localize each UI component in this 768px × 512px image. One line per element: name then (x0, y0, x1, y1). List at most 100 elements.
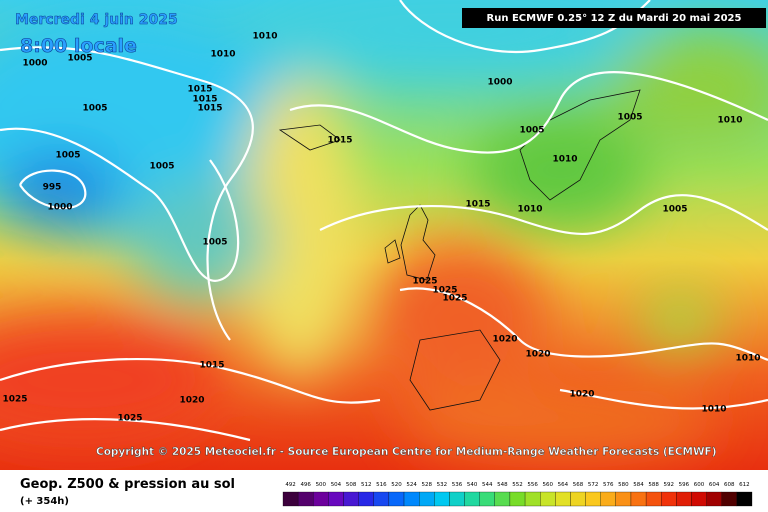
legend-label: 528 (421, 482, 432, 488)
lead-time: (+ 354h) (20, 496, 69, 507)
footer-title: Geop. Z500 & pression au sol (20, 477, 235, 492)
legend-label: 568 (573, 482, 584, 488)
isobar-label: 1010 (701, 405, 726, 415)
legend-label: 608 (724, 482, 735, 488)
legend-label: 512 (361, 482, 372, 488)
isobar-label: 1010 (552, 155, 577, 165)
legend-label: 564 (558, 482, 569, 488)
isobar-label: 1020 (525, 350, 550, 360)
legend-swatch (630, 491, 647, 507)
isobar-label: 1025 (117, 414, 142, 424)
legend-swatch (297, 491, 314, 507)
legend-swatch (661, 491, 677, 507)
run-box (462, 8, 766, 28)
isobar-label: 1005 (149, 162, 174, 172)
legend-swatch (494, 491, 511, 507)
legend-swatch (434, 491, 450, 507)
isobar-label: 1005 (55, 151, 80, 161)
legend-swatch (555, 491, 571, 507)
legend-label: 560 (543, 482, 554, 488)
isobar-label: 1005 (662, 205, 687, 215)
legend-swatch (736, 491, 753, 507)
forecast-date: Mercredi 4 juin 2025 (15, 12, 178, 28)
legend-swatch (282, 491, 299, 507)
isobar-label: 1010 (717, 116, 742, 126)
legend-label: 576 (603, 482, 614, 488)
legend-swatch (509, 491, 526, 507)
isobar-label: 1010 (517, 205, 542, 215)
legend-label: 536 (452, 482, 463, 488)
legend-label: 612 (739, 482, 750, 488)
isobar-label: 1000 (487, 78, 512, 88)
legend-label: 508 (346, 482, 357, 488)
legend-label: 516 (376, 482, 387, 488)
legend-label: 504 (331, 482, 342, 488)
legend-swatch (358, 491, 374, 507)
copyright: Copyright © 2025 Meteociel.fr - Source E… (96, 446, 717, 458)
legend-label: 492 (285, 482, 296, 488)
legend-label: 500 (316, 482, 327, 488)
legend-label: 524 (406, 482, 417, 488)
isobar-label: 1020 (569, 390, 594, 400)
legend-swatch (524, 491, 541, 507)
legend-label: 592 (664, 482, 675, 488)
legend-label: 572 (588, 482, 599, 488)
legend-label: 496 (300, 482, 311, 488)
legend-label: 580 (618, 482, 629, 488)
isobar-label: 1005 (617, 113, 642, 123)
legend-label: 596 (679, 482, 690, 488)
legend-swatch (419, 491, 435, 507)
legend-label: 552 (512, 482, 523, 488)
legend-swatch (676, 491, 692, 507)
isobar-label: 1000 (47, 203, 72, 213)
isobar-labels: 1000 100510101010101510151015100510051005… (2, 32, 760, 424)
legend-swatch (540, 491, 556, 507)
legend-swatch (721, 491, 738, 507)
isobar-label: 1025 (432, 286, 457, 296)
isobar-label: 1005 (67, 54, 92, 64)
isobar-label: 1000 (22, 59, 47, 69)
isobar-label: 1005 (519, 126, 544, 136)
forecast-time: 8:00 locale (20, 35, 137, 57)
legend-swatch (373, 491, 390, 507)
isobar-label: 1005 (82, 104, 107, 114)
isobars (0, 0, 768, 440)
legend-label: 548 (497, 482, 508, 488)
isobar-label: 1015 (187, 85, 212, 95)
legend-swatch (691, 491, 707, 507)
legend-swatch (388, 491, 405, 507)
legend-swatch (479, 491, 495, 507)
legend-swatch (343, 491, 359, 507)
legend-swatch (313, 491, 329, 507)
legend-swatch (615, 491, 632, 507)
legend-label: 520 (391, 482, 402, 488)
isobar-label: 1015 (197, 104, 222, 114)
legend-label: 600 (694, 482, 705, 488)
legend-swatch (464, 491, 480, 507)
legend-label: 584 (633, 482, 644, 488)
legend-swatch (449, 491, 465, 507)
isobar-label: 1010 (252, 32, 277, 42)
legend-swatch (570, 491, 586, 507)
field (0, 0, 768, 470)
run-info: Run ECMWF 0.25° 12 Z du Mardi 20 mai 202… (487, 13, 742, 24)
isobar-label: 1025 (412, 277, 437, 287)
legend-swatch (645, 491, 662, 507)
legend-swatch (600, 491, 616, 507)
isobar-label: 1025 (442, 294, 467, 304)
legend-label: 540 (467, 482, 478, 488)
isobar-label: 1010 (735, 354, 760, 364)
legend-label: 532 (437, 482, 448, 488)
legend-label: 604 (709, 482, 720, 488)
isobar-label: 1020 (492, 335, 517, 345)
isobar-label: 1020 (179, 396, 204, 406)
legend-label: 544 (482, 482, 493, 488)
isobar-label: 1015 (199, 361, 224, 371)
legend-swatch (706, 491, 722, 507)
isobar-label: 1015 (192, 95, 217, 105)
legend-swatch (585, 491, 601, 507)
coastlines (278, 89, 641, 411)
legend-label: 588 (648, 482, 659, 488)
isobar-label: 995 (43, 183, 62, 193)
